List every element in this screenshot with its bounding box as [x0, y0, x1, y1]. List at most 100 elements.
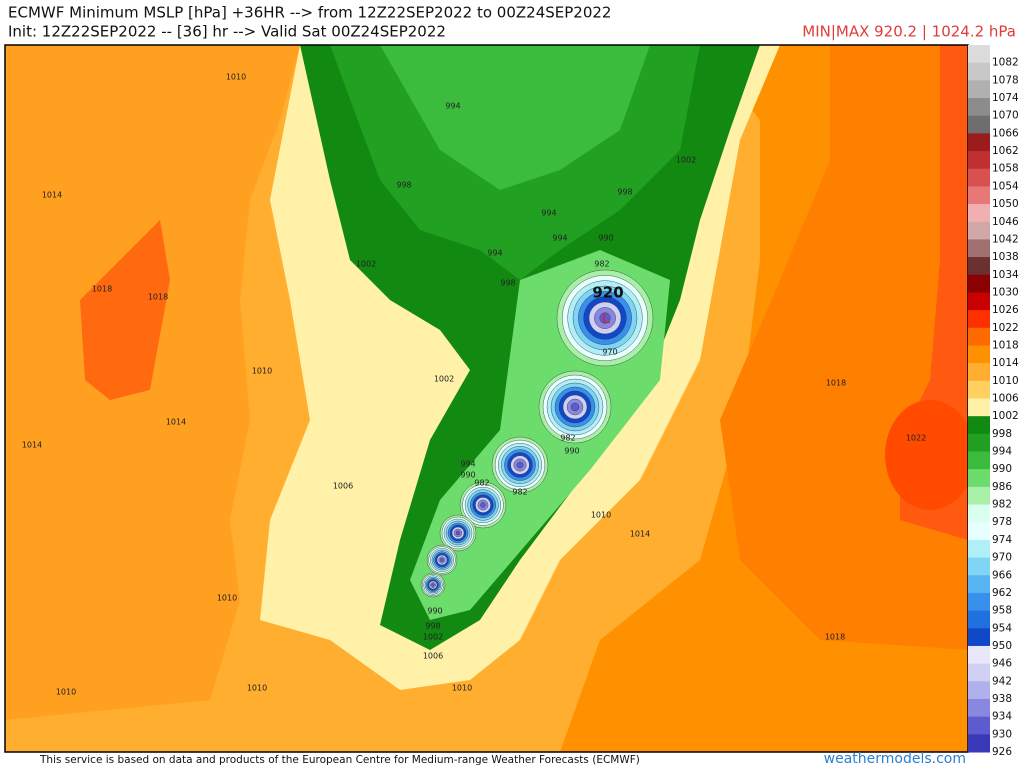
colorbar-label: 994: [992, 446, 1012, 458]
colorbar-swatch: [968, 681, 990, 700]
colorbar-label: 926: [992, 746, 1012, 758]
colorbar-label: 930: [992, 728, 1012, 740]
colorbar-swatch: [968, 645, 990, 665]
brand[interactable]: weathermodels.com: [824, 751, 966, 767]
colorbar-swatch: [968, 151, 990, 170]
contour-label: 982: [474, 479, 489, 488]
low-marker: L: [602, 311, 610, 327]
colorbar-label: 1014: [992, 357, 1019, 369]
colorbar-swatch: [968, 539, 990, 559]
contour-label: 1002: [356, 260, 376, 269]
colorbar-swatch: [968, 557, 990, 576]
pressure-field: [80, 220, 170, 400]
colorbar: 1082 1078 1074 1070 1066 1062 1058 1054 1050 1046…: [968, 45, 1019, 758]
colorbar-swatch: [968, 716, 990, 735]
pressure-field: [5, 45, 300, 720]
colorbar-swatch: [968, 522, 990, 541]
colorbar-label: 950: [992, 640, 1012, 652]
contour-label: 1002: [676, 156, 696, 165]
colorbar-label: 1058: [992, 163, 1019, 175]
contour-label: 1014: [166, 418, 186, 427]
colorbar-label: 1010: [992, 375, 1019, 387]
colorbar-label: 1074: [992, 92, 1019, 104]
colorbar-swatch: [968, 575, 990, 594]
colorbar-swatch: [968, 663, 990, 682]
contour-label: 970: [602, 348, 617, 357]
colorbar-swatch: [968, 98, 990, 117]
colorbar-label: 938: [992, 693, 1012, 705]
contour-label: 1014: [630, 530, 650, 539]
contour-label: 1014: [42, 191, 62, 200]
colorbar-label: 1006: [992, 393, 1019, 405]
colorbar-swatch: [968, 504, 990, 523]
low-ring: [455, 530, 461, 536]
colorbar-swatch: [968, 345, 990, 364]
contour-label: 1002: [423, 633, 443, 642]
center-value: 920: [592, 284, 623, 302]
colorbar-label: 962: [992, 587, 1012, 599]
colorbar-label: 982: [992, 499, 1012, 511]
colorbar-swatch: [968, 204, 990, 223]
colorbar-label: 974: [992, 534, 1012, 546]
colorbar-label: 966: [992, 569, 1012, 581]
colorbar-swatch: [968, 45, 990, 64]
colorbar-label: 1078: [992, 74, 1019, 86]
colorbar-swatch: [968, 327, 990, 346]
low-centers: [420, 269, 654, 598]
colorbar-swatch: [968, 62, 990, 81]
contour-label: 1010: [452, 684, 472, 693]
contour-label: 998: [617, 188, 632, 197]
colorbar-label: 1002: [992, 410, 1019, 422]
colorbar-label: 970: [992, 552, 1012, 564]
colorbar-swatch: [968, 698, 990, 718]
low-ring: [480, 502, 486, 508]
colorbar-swatch: [968, 734, 990, 753]
contour-label: 1010: [217, 594, 237, 603]
colorbar-label: 1034: [992, 269, 1019, 281]
colorbar-label: 954: [992, 622, 1012, 634]
colorbar-swatch: [968, 610, 990, 629]
min-max: MIN|MAX 920.2 | 1024.2 hPa: [802, 23, 1016, 41]
colorbar-label: 946: [992, 658, 1012, 670]
contour-label: 1006: [333, 482, 353, 491]
colorbar-label: 934: [992, 711, 1012, 723]
contour-label: 982: [560, 434, 575, 443]
colorbar-swatch: [968, 592, 990, 612]
contour-label: 994: [460, 460, 475, 469]
contour-label: 1006: [423, 652, 443, 661]
colorbar-swatch: [968, 115, 990, 134]
colorbar-swatch: [968, 486, 990, 506]
pressure-field: [885, 400, 968, 510]
colorbar-label: 1066: [992, 127, 1019, 139]
contour-labels: 1010 1014 1018 1018 1010 1014 1014 1006 1002 1002…: [22, 73, 926, 697]
colorbar-swatch: [968, 221, 990, 240]
contour-label: 1010: [247, 684, 267, 693]
contour-label: 998: [425, 622, 440, 631]
contour-label: 998: [396, 181, 411, 190]
subtitle: Init: 12Z22SEP2022 -- [36] hr --> Valid …: [8, 23, 446, 41]
colorbar-swatch: [968, 274, 990, 293]
colorbar-label: 998: [992, 428, 1012, 440]
contour-label: 1018: [826, 379, 846, 388]
colorbar-swatch: [968, 363, 990, 382]
contour-label: 1010: [56, 688, 76, 697]
colorbar-swatch: [968, 628, 990, 647]
contour-label: 982: [512, 488, 527, 497]
contour-label: 1018: [148, 293, 168, 302]
pressure-field: [380, 45, 650, 190]
contour-label: 1014: [22, 441, 42, 450]
contour-label: 990: [564, 447, 579, 456]
contour-label: 994: [552, 234, 567, 243]
colorbar-swatch: [968, 80, 990, 99]
colorbar-swatch: [968, 398, 990, 417]
low-ring: [431, 583, 435, 587]
colorbar-label: 1046: [992, 216, 1019, 228]
contour-label: 994: [487, 249, 502, 258]
colorbar-label: 1018: [992, 339, 1019, 351]
colorbar-label: 1030: [992, 286, 1019, 298]
contour-label: 1002: [434, 375, 454, 384]
contour-label: 990: [598, 234, 613, 243]
contour-label: 990: [427, 607, 442, 616]
